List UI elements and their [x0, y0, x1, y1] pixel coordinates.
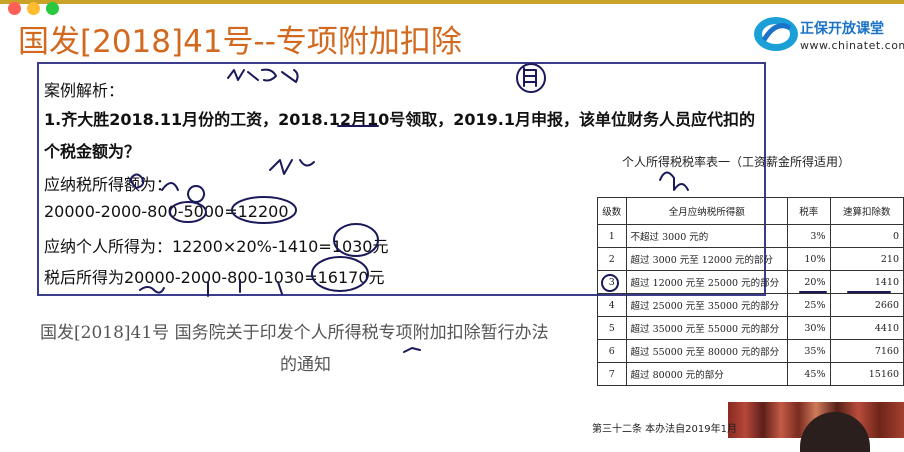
after-tax-calc: 税后所得为20000-2000-800-1030=16170元: [44, 268, 385, 287]
range-cell: 超过 12000 元至 25000 元的部分: [625, 270, 789, 294]
case-question-line2: 个税金额为？: [44, 142, 141, 161]
range-cell: 超过 25000 元至 35000 元的部分: [625, 293, 789, 317]
deduction-cell: 210: [829, 247, 904, 271]
rate-cell: 10%: [787, 247, 831, 271]
brand-name: 正保开放课堂: [800, 21, 884, 37]
range-cell: 不超过 3000 元的: [625, 224, 789, 248]
rate-table-header-row: 级数 全月应纳税所得额 税率 速算扣除数: [597, 197, 904, 225]
rate-cell: 25%: [787, 293, 831, 317]
case-analysis-box: [37, 62, 766, 296]
header-deduction: 速算扣除数: [829, 197, 904, 225]
citation-line1: 国发[2018]41号 国务院关于印发个人所得税专项附加扣除暂行办法: [40, 323, 549, 343]
level-cell: 5: [597, 316, 627, 340]
deduction-cell: 1410: [829, 270, 904, 294]
deduction-cell: 0: [829, 224, 904, 248]
rate-cell: 20%: [787, 270, 831, 294]
taxable-income-label: 应纳税所得额为：: [44, 175, 173, 194]
ink-scribble: [403, 347, 421, 353]
range-cell: 超过 3000 元至 12000 元的部分: [625, 247, 789, 271]
level-cell: 2: [597, 247, 627, 271]
level-cell: 6: [597, 339, 627, 363]
brand-logo-icon: [754, 17, 798, 51]
level-cell: 1: [597, 224, 627, 248]
table-row: 1 不超过 3000 元的 3% 0: [597, 224, 904, 248]
brand-logo: 正保开放课堂 www.chinatet.com: [746, 12, 904, 60]
footer-note: 第三十二条 本办法自2019年1月: [592, 424, 737, 435]
range-cell: 超过 55000 元至 80000 元的部分: [625, 339, 789, 363]
header-level: 级数: [597, 197, 627, 225]
range-cell: 超过 35000 元至 55000 元的部分: [625, 316, 789, 340]
brand-url[interactable]: www.chinatet.com: [800, 39, 904, 52]
table-row: 4 超过 25000 元至 35000 元的部分 25% 2660: [597, 293, 904, 317]
deduction-cell: 15160: [829, 362, 904, 386]
level-cell: 3: [597, 270, 627, 294]
table-row: 7 超过 80000 元的部分 45% 15160: [597, 362, 904, 386]
window-controls: [8, 2, 59, 15]
case-heading: 案例解析：: [44, 81, 125, 100]
rate-cell: 35%: [787, 339, 831, 363]
deduction-cell: 7160: [829, 339, 904, 363]
level-cell: 4: [597, 293, 627, 317]
header-rate: 税率: [787, 197, 831, 225]
tax-due-calc: 应纳个人所得为：12200×20%-1410=1030元: [44, 237, 389, 256]
slide-title: 国发[2018]41号--专项附加扣除: [18, 24, 462, 60]
rate-cell: 45%: [787, 362, 831, 386]
minimize-dot[interactable]: [27, 2, 40, 15]
rate-cell: 30%: [787, 316, 831, 340]
rate-table-title: 个人所得税税率表一（工资薪金所得适用）: [622, 155, 851, 169]
header-income-range: 全月应纳税所得额: [625, 197, 789, 225]
table-row: 5 超过 35000 元至 55000 元的部分 30% 4410: [597, 316, 904, 340]
level-cell: 7: [597, 362, 627, 386]
table-row: 2 超过 3000 元至 12000 元的部分 10% 210: [597, 247, 904, 271]
maximize-dot[interactable]: [46, 2, 59, 15]
deduction-cell: 4410: [829, 316, 904, 340]
top-accent-bar: [0, 0, 904, 4]
case-question-line1: 1.齐大胜2018.11月份的工资，2018.12月10号领取，2019.1月申…: [44, 110, 755, 129]
range-cell: 超过 80000 元的部分: [625, 362, 789, 386]
table-row: 6 超过 55000 元至 80000 元的部分 35% 7160: [597, 339, 904, 363]
rate-cell: 3%: [787, 224, 831, 248]
citation-line2: 的通知: [280, 355, 331, 375]
rate-table: 级数 全月应纳税所得额 税率 速算扣除数 1 不超过 3000 元的 3% 0 …: [597, 197, 904, 386]
close-dot[interactable]: [8, 2, 21, 15]
taxable-income-calc: 20000-2000-800-5000=12200: [44, 202, 289, 221]
table-row: 3 超过 12000 元至 25000 元的部分 20% 1410: [597, 270, 904, 294]
deduction-cell: 2660: [829, 293, 904, 317]
